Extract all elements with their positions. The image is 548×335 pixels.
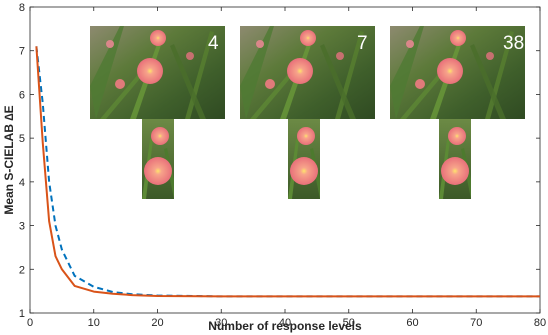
- x-axis-label: Number of response levels: [208, 319, 362, 333]
- series-line-solid: [35, 46, 540, 298]
- y-tick-label: 4: [19, 177, 25, 189]
- y-tick-label: 3: [19, 221, 25, 233]
- inset-4: 4: [90, 26, 225, 199]
- x-tick-label: 0: [27, 317, 33, 329]
- y-tick-label: 6: [19, 89, 25, 101]
- y-tick-label: 1: [19, 308, 25, 320]
- x-tick-label: 40: [279, 317, 291, 329]
- inset-7: 7: [240, 26, 375, 199]
- inset-label-4: 4: [208, 33, 219, 54]
- inset-images: 4 7 38: [90, 26, 525, 199]
- x-tick-label: 30: [215, 317, 227, 329]
- y-tick-label: 8: [19, 2, 25, 14]
- inset-label-38: 38: [503, 33, 524, 54]
- x-tick-label: 60: [406, 317, 418, 329]
- x-tick-label: 50: [343, 317, 355, 329]
- inset-label-7: 7: [357, 33, 368, 54]
- y-tick-label: 7: [19, 46, 25, 58]
- x-tick-label: 10: [88, 317, 100, 329]
- y-tick-label: 5: [19, 133, 25, 145]
- x-tick-label: 80: [534, 317, 546, 329]
- x-tick-label: 20: [151, 317, 163, 329]
- y-tick-label: 2: [19, 264, 25, 276]
- y-axis-label: Mean S-CIELAB ∆E: [2, 105, 16, 214]
- inset-38: 38: [390, 26, 525, 199]
- x-tick-label: 70: [470, 317, 482, 329]
